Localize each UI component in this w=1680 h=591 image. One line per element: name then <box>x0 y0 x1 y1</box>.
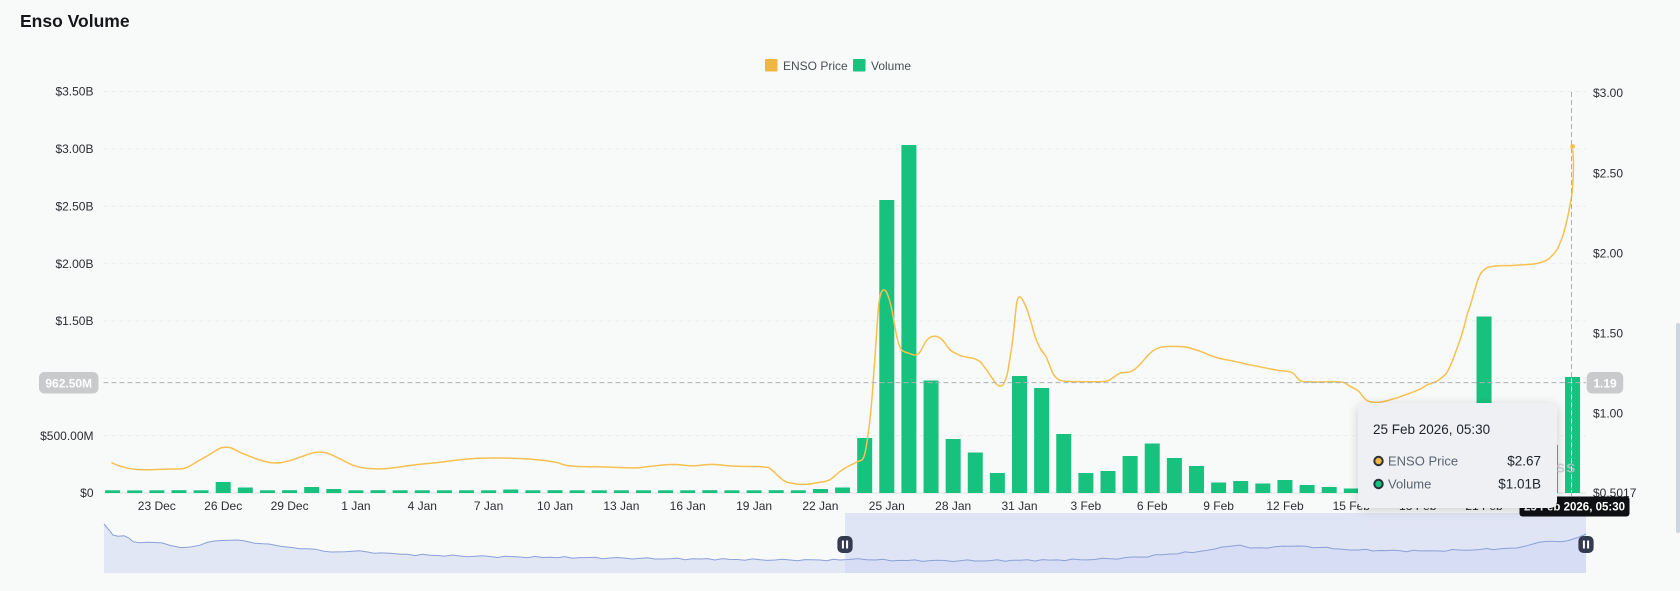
svg-text:Enso Volume: Enso Volume <box>20 11 130 31</box>
svg-text:19 Jan: 19 Jan <box>736 499 772 513</box>
svg-text:25 Jan: 25 Jan <box>869 499 905 513</box>
svg-text:1.19: 1.19 <box>1593 376 1617 390</box>
svg-text:$2.00: $2.00 <box>1593 246 1623 260</box>
svg-text:$3.50B: $3.50B <box>55 85 93 99</box>
svg-text:23 Dec: 23 Dec <box>138 499 176 513</box>
svg-text:ENSO Price: ENSO Price <box>1388 454 1458 469</box>
svg-text:962.50M: 962.50M <box>45 376 92 390</box>
svg-text:4 Jan: 4 Jan <box>408 499 437 513</box>
svg-text:31 Jan: 31 Jan <box>1001 499 1037 513</box>
svg-text:10 Jan: 10 Jan <box>537 499 573 513</box>
svg-text:Volume: Volume <box>871 59 911 73</box>
svg-text:22 Jan: 22 Jan <box>802 499 838 513</box>
svg-text:$2.67: $2.67 <box>1507 454 1541 469</box>
svg-text:$500.00M: $500.00M <box>40 429 93 443</box>
svg-text:13 Jan: 13 Jan <box>603 499 639 513</box>
svg-text:$1.50: $1.50 <box>1593 326 1623 340</box>
svg-text:$2.00B: $2.00B <box>55 257 93 271</box>
svg-text:7 Jan: 7 Jan <box>474 499 503 513</box>
svg-text:9 Feb: 9 Feb <box>1203 499 1234 513</box>
svg-text:$1.00: $1.00 <box>1593 406 1623 420</box>
svg-text:26 Dec: 26 Dec <box>204 499 242 513</box>
svg-text:3 Feb: 3 Feb <box>1071 499 1102 513</box>
svg-text:6 Feb: 6 Feb <box>1137 499 1168 513</box>
svg-text:$1.01B: $1.01B <box>1498 477 1541 492</box>
svg-text:29 Dec: 29 Dec <box>271 499 309 513</box>
svg-text:$2.50: $2.50 <box>1593 166 1623 180</box>
svg-text:$0: $0 <box>80 486 94 500</box>
svg-text:25 Feb 2026, 05:30: 25 Feb 2026, 05:30 <box>1373 422 1490 437</box>
svg-text:16 Jan: 16 Jan <box>670 499 706 513</box>
svg-text:1 Jan: 1 Jan <box>341 499 370 513</box>
svg-text:Volume: Volume <box>1388 477 1431 492</box>
svg-text:28 Jan: 28 Jan <box>935 499 971 513</box>
svg-text:$3.00B: $3.00B <box>55 142 93 156</box>
svg-text:$3.00: $3.00 <box>1593 86 1623 100</box>
svg-text:$2.50B: $2.50B <box>55 199 93 213</box>
svg-text:ENSO Price: ENSO Price <box>783 59 848 73</box>
svg-text:12 Feb: 12 Feb <box>1266 499 1304 513</box>
svg-text:$1.50B: $1.50B <box>55 314 93 328</box>
